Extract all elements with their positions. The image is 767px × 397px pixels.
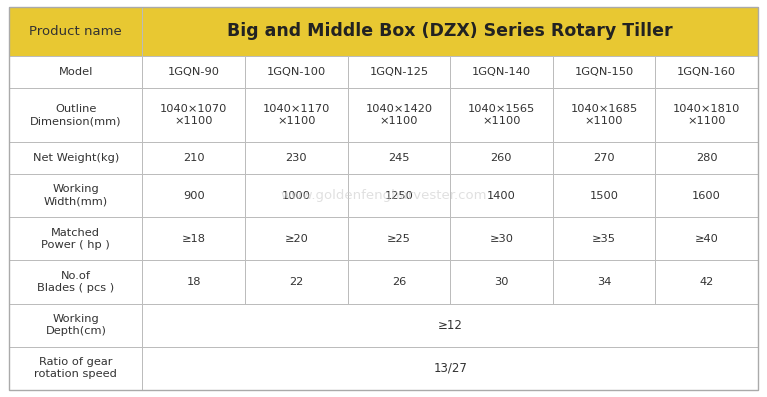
Text: 34: 34 (597, 277, 611, 287)
Text: Product name: Product name (29, 25, 122, 38)
Text: ≥20: ≥20 (285, 234, 308, 244)
Bar (143, 304, 758, 347)
Bar (143, 217, 245, 260)
Bar (450, 174, 553, 217)
Bar (553, 56, 655, 88)
Bar (9, 304, 143, 347)
Bar (9, 56, 143, 88)
Text: 1040×1070
×1100: 1040×1070 ×1100 (160, 104, 228, 126)
Text: 1500: 1500 (590, 191, 618, 200)
Text: 1400: 1400 (487, 191, 516, 200)
Bar (9, 347, 143, 390)
Text: Model: Model (58, 67, 93, 77)
Text: 1250: 1250 (384, 191, 413, 200)
Bar (450, 56, 553, 88)
Bar (143, 7, 758, 56)
Bar (9, 260, 143, 304)
Text: 900: 900 (183, 191, 205, 200)
Text: ≥12: ≥12 (438, 319, 463, 331)
Text: ≥40: ≥40 (695, 234, 719, 244)
Text: Big and Middle Box (DZX) Series Rotary Tiller: Big and Middle Box (DZX) Series Rotary T… (227, 22, 673, 40)
Text: 1000: 1000 (281, 191, 311, 200)
Text: Ratio of gear
rotation speed: Ratio of gear rotation speed (35, 357, 117, 380)
Bar (347, 217, 450, 260)
Bar (9, 88, 143, 142)
Text: No.of
Blades ( pcs ): No.of Blades ( pcs ) (38, 271, 114, 293)
Bar (245, 217, 347, 260)
Bar (245, 88, 347, 142)
Bar (347, 174, 450, 217)
Bar (9, 217, 143, 260)
Text: www.goldenfengharvester.com: www.goldenfengharvester.com (280, 189, 487, 202)
Bar (143, 347, 758, 390)
Text: 1GQN-160: 1GQN-160 (677, 67, 736, 77)
Bar (9, 174, 143, 217)
Text: 18: 18 (186, 277, 201, 287)
Bar (347, 260, 450, 304)
Bar (245, 174, 347, 217)
Text: 26: 26 (392, 277, 406, 287)
Text: ≥18: ≥18 (182, 234, 206, 244)
Bar (347, 142, 450, 174)
Text: 270: 270 (593, 153, 615, 163)
Text: 1GQN-90: 1GQN-90 (168, 67, 219, 77)
Text: 210: 210 (183, 153, 205, 163)
Bar (450, 260, 553, 304)
Bar (143, 88, 245, 142)
Text: Outline
Dimension(mm): Outline Dimension(mm) (30, 104, 122, 126)
Bar (553, 142, 655, 174)
Bar (553, 88, 655, 142)
Bar (655, 260, 758, 304)
Bar (655, 56, 758, 88)
Text: Matched
Power ( hp ): Matched Power ( hp ) (41, 227, 110, 250)
Bar (245, 142, 347, 174)
Text: 230: 230 (285, 153, 307, 163)
Text: 260: 260 (491, 153, 512, 163)
Bar (655, 174, 758, 217)
Text: 1040×1810
×1100: 1040×1810 ×1100 (673, 104, 740, 126)
Bar (450, 88, 553, 142)
Text: Net Weight(kg): Net Weight(kg) (33, 153, 119, 163)
Bar (245, 56, 347, 88)
Text: 1040×1565
×1100: 1040×1565 ×1100 (468, 104, 535, 126)
Bar (553, 260, 655, 304)
Bar (450, 142, 553, 174)
Bar (655, 217, 758, 260)
Bar (450, 217, 553, 260)
Text: 42: 42 (700, 277, 713, 287)
Text: 1040×1170
×1100: 1040×1170 ×1100 (262, 104, 330, 126)
Text: Working
Depth(cm): Working Depth(cm) (45, 314, 107, 336)
Bar (9, 7, 143, 56)
Text: 22: 22 (289, 277, 304, 287)
Bar (143, 56, 245, 88)
Text: 280: 280 (696, 153, 717, 163)
Bar (347, 56, 450, 88)
Bar (143, 260, 245, 304)
Bar (143, 174, 245, 217)
Bar (655, 88, 758, 142)
Text: 1040×1685
×1100: 1040×1685 ×1100 (571, 104, 637, 126)
Text: 245: 245 (388, 153, 410, 163)
Bar (655, 142, 758, 174)
Text: 1GQN-140: 1GQN-140 (472, 67, 531, 77)
Bar (9, 142, 143, 174)
Text: ≥25: ≥25 (387, 234, 411, 244)
Bar (245, 260, 347, 304)
Text: ≥35: ≥35 (592, 234, 616, 244)
Text: 30: 30 (494, 277, 509, 287)
Text: 1GQN-150: 1GQN-150 (574, 67, 634, 77)
Text: 1GQN-125: 1GQN-125 (369, 67, 429, 77)
Text: 13/27: 13/27 (433, 362, 467, 375)
Text: Working
Width(mm): Working Width(mm) (44, 185, 108, 207)
Text: 1040×1420
×1100: 1040×1420 ×1100 (365, 104, 433, 126)
Text: ≥30: ≥30 (489, 234, 513, 244)
Bar (347, 88, 450, 142)
Text: 1600: 1600 (692, 191, 721, 200)
Bar (143, 142, 245, 174)
Bar (553, 217, 655, 260)
Bar (553, 174, 655, 217)
Text: 1GQN-100: 1GQN-100 (267, 67, 326, 77)
